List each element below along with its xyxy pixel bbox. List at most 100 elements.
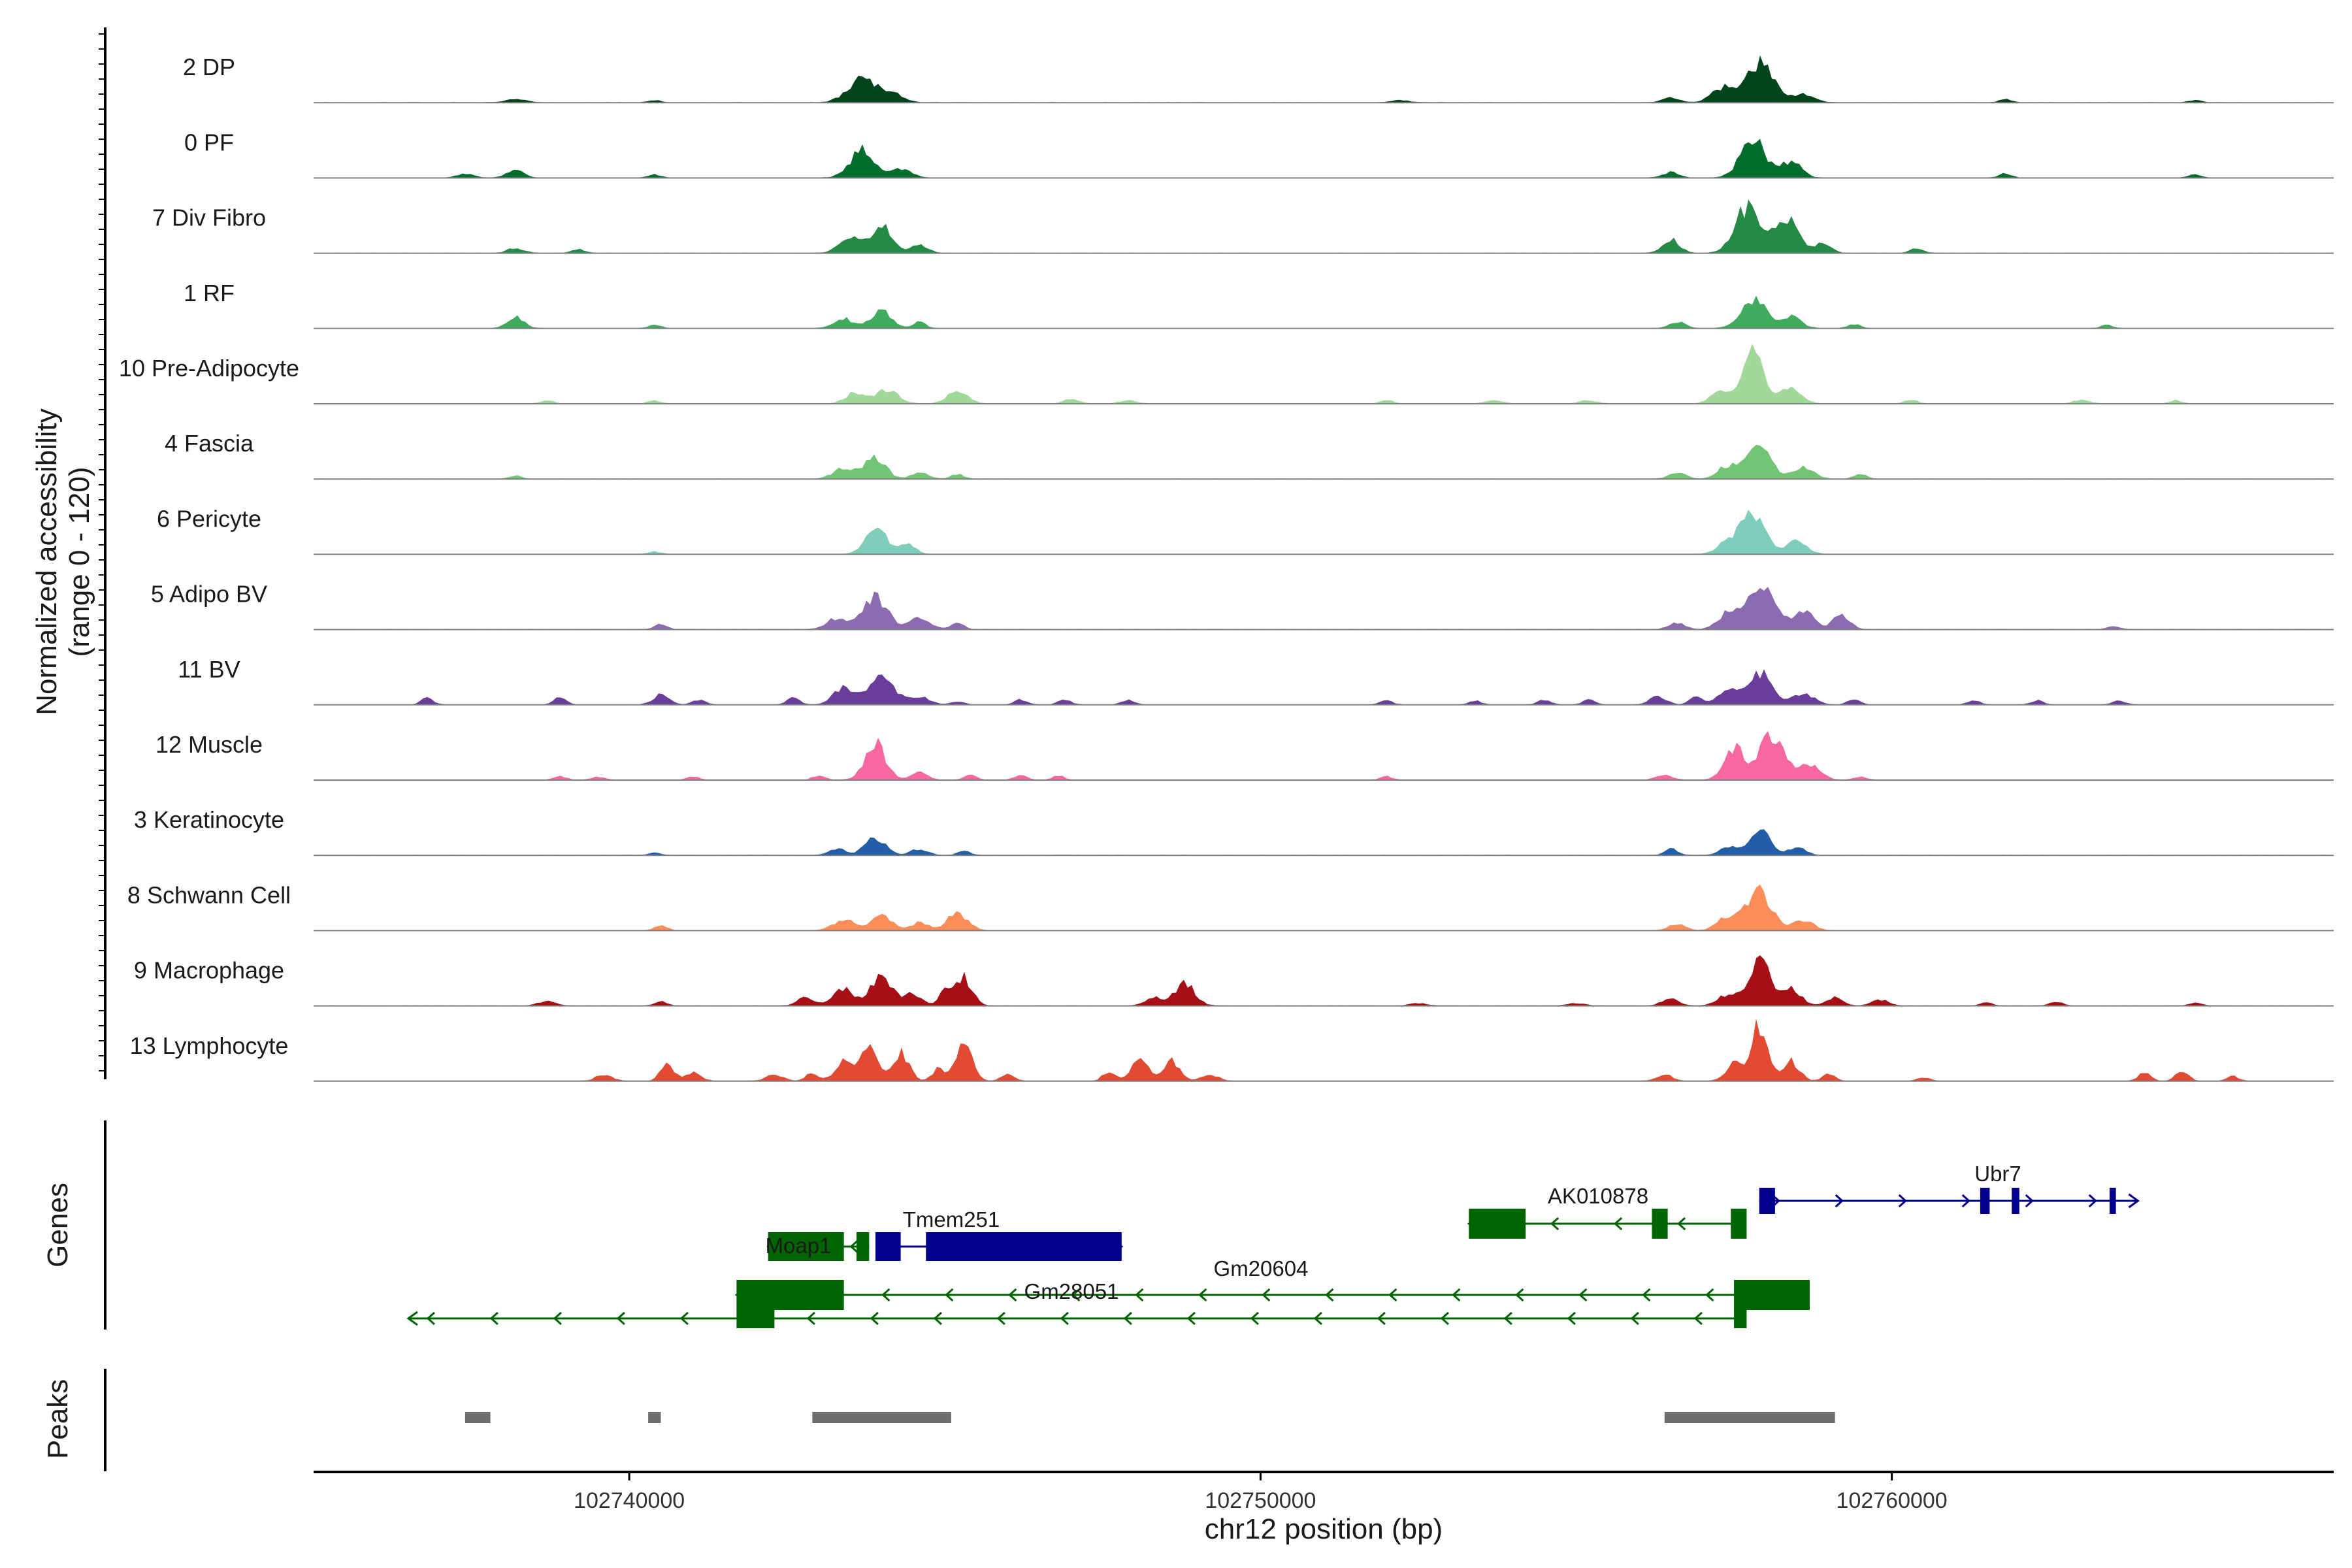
- strand-arrow-icon: [1198, 1288, 1207, 1302]
- track-label: 7 Div Fibro: [152, 204, 266, 231]
- strand-arrow-icon: [1452, 1288, 1461, 1302]
- track-label: 6 Pericyte: [157, 505, 261, 532]
- strand-arrow-icon: [1961, 1194, 1970, 1208]
- gene-gm20604: Gm20604: [734, 1256, 1810, 1310]
- track-4-fascia: 4 Fascia: [165, 430, 2334, 480]
- strand-arrow-icon: [553, 1311, 562, 1326]
- track-0-pf: 0 PF: [184, 129, 2334, 179]
- track-10-pre-adipocyte: 10 Pre-Adipocyte: [119, 344, 2334, 404]
- track-label: 8 Schwann Cell: [127, 881, 291, 908]
- strand-arrow-icon: [2025, 1194, 2034, 1208]
- strand-arrow-icon: [1693, 1311, 1703, 1326]
- strand-arrow-icon: [1313, 1311, 1322, 1326]
- x-axis-title: chr12 position (bp): [1205, 1513, 1443, 1545]
- strand-arrow-icon: [933, 1311, 942, 1326]
- gene-exon: [926, 1232, 1122, 1261]
- strand-arrow-icon: [679, 1311, 689, 1326]
- track-signal-area: [314, 295, 2334, 329]
- strand-arrow-icon: [616, 1311, 625, 1326]
- strand-arrow-icon: [996, 1311, 1005, 1326]
- track-label: 10 Pre-Adipocyte: [119, 355, 299, 382]
- y-axis-range-label: (range 0 - 120): [63, 466, 95, 657]
- track-2-dp: 2 DP: [183, 54, 2334, 104]
- gene-label: AK010878: [1548, 1184, 1648, 1208]
- y-axis-label: Normalized accessibility: [31, 408, 63, 715]
- track-label: 4 Fascia: [165, 430, 254, 457]
- track-signal-area: [314, 139, 2334, 178]
- strand-arrow-icon: [1250, 1311, 1259, 1326]
- peak-regions: [465, 1412, 1835, 1423]
- track-label: 0 PF: [184, 129, 234, 155]
- gene-exon: [2109, 1188, 2116, 1214]
- genes-panel-title: Genes: [42, 1183, 74, 1267]
- strand-arrow-icon: [1550, 1217, 1560, 1231]
- peaks-panel: Peaks: [42, 1369, 1835, 1471]
- strand-arrow-icon: [1377, 1311, 1386, 1326]
- y-axis-title: Normalized accessibility (range 0 - 120): [31, 408, 95, 715]
- strand-arrow-icon: [426, 1311, 435, 1326]
- strand-arrow-icon: [406, 1311, 418, 1326]
- genes-panel: Genes Ubr7 AK010878 Moap1 Tmem251 Gm20604 Gm2…: [42, 1120, 2140, 1330]
- gene-exon: [1469, 1209, 1526, 1239]
- strand-arrow-icon: [1503, 1311, 1512, 1326]
- x-tick-label: 102740000: [574, 1488, 685, 1513]
- x-tick-label: 102760000: [1837, 1488, 1948, 1513]
- gene-exon: [1759, 1188, 1775, 1214]
- gene-exon: [736, 1309, 775, 1328]
- track-13-lymphocyte: 13 Lymphocyte: [130, 1019, 2334, 1082]
- gene-exon: [768, 1232, 844, 1261]
- x-tick-label: 102750000: [1205, 1488, 1316, 1513]
- gene-exon: [1980, 1188, 1990, 1214]
- gene-exon: [736, 1280, 844, 1310]
- track-5-adipo-bv: 5 Adipo BV: [151, 581, 2334, 630]
- track-label: 13 Lymphocyte: [130, 1032, 289, 1059]
- track-8-schwann-cell: 8 Schwann Cell: [127, 881, 2334, 932]
- peak-region: [812, 1412, 951, 1423]
- track-1-rf: 1 RF: [184, 280, 2334, 329]
- gene-exon: [1734, 1280, 1810, 1310]
- track-6-pericyte: 6 Pericyte: [157, 505, 2334, 555]
- strand-arrow-icon: [1835, 1194, 1844, 1208]
- gene-label: Gm28051: [1024, 1279, 1119, 1303]
- gene-gm28051: Gm28051: [406, 1279, 1747, 1328]
- gene-label: Moap1: [766, 1233, 832, 1258]
- gene-ubr7: Ubr7: [1759, 1162, 2140, 1214]
- gene-exon: [1734, 1309, 1747, 1328]
- track-9-macrophage: 9 Macrophage: [134, 955, 2334, 1007]
- strand-arrow-icon: [1123, 1311, 1132, 1326]
- strand-arrow-icon: [1676, 1217, 1686, 1231]
- gene-exon: [875, 1232, 901, 1261]
- strand-arrow-icon: [1567, 1311, 1576, 1326]
- strand-arrow-icon: [1008, 1288, 1017, 1302]
- strand-arrow-icon: [945, 1288, 954, 1302]
- strand-arrow-icon: [1388, 1288, 1397, 1302]
- track-label: 3 Keratinocyte: [134, 806, 284, 833]
- strand-arrow-icon: [1135, 1288, 1144, 1302]
- track-label: 1 RF: [184, 280, 235, 306]
- peak-region: [465, 1412, 491, 1423]
- strand-arrow-icon: [1071, 1288, 1081, 1302]
- strand-arrow-icon: [1186, 1311, 1196, 1326]
- strand-arrow-icon: [1262, 1288, 1271, 1302]
- strand-arrow-icon: [881, 1288, 890, 1302]
- strand-arrow-icon: [2088, 1194, 2097, 1208]
- strand-arrow-icon: [1325, 1288, 1334, 1302]
- gene-exon: [2012, 1188, 2019, 1214]
- track-label: 2 DP: [183, 54, 235, 80]
- gene-exon: [856, 1232, 870, 1261]
- gene-exon: [1652, 1209, 1668, 1239]
- gene-models: Ubr7 AK010878 Moap1 Tmem251 Gm20604 Gm28051: [406, 1162, 2140, 1328]
- strand-arrow-icon: [870, 1311, 879, 1326]
- strand-arrow-icon: [1578, 1288, 1588, 1302]
- track-signal-area: [314, 444, 2334, 480]
- strand-arrow-icon: [1440, 1311, 1449, 1326]
- gene-ak010878: AK010878: [1467, 1184, 1747, 1239]
- track-label: 12 Muscle: [155, 731, 263, 758]
- strand-arrow-icon: [1642, 1288, 1651, 1302]
- track-label: 5 Adipo BV: [151, 581, 267, 608]
- strand-arrow-icon: [1705, 1288, 1714, 1302]
- strand-arrow-icon: [1515, 1288, 1524, 1302]
- gene-label: Tmem251: [903, 1207, 1000, 1232]
- strand-arrow-icon: [489, 1311, 498, 1326]
